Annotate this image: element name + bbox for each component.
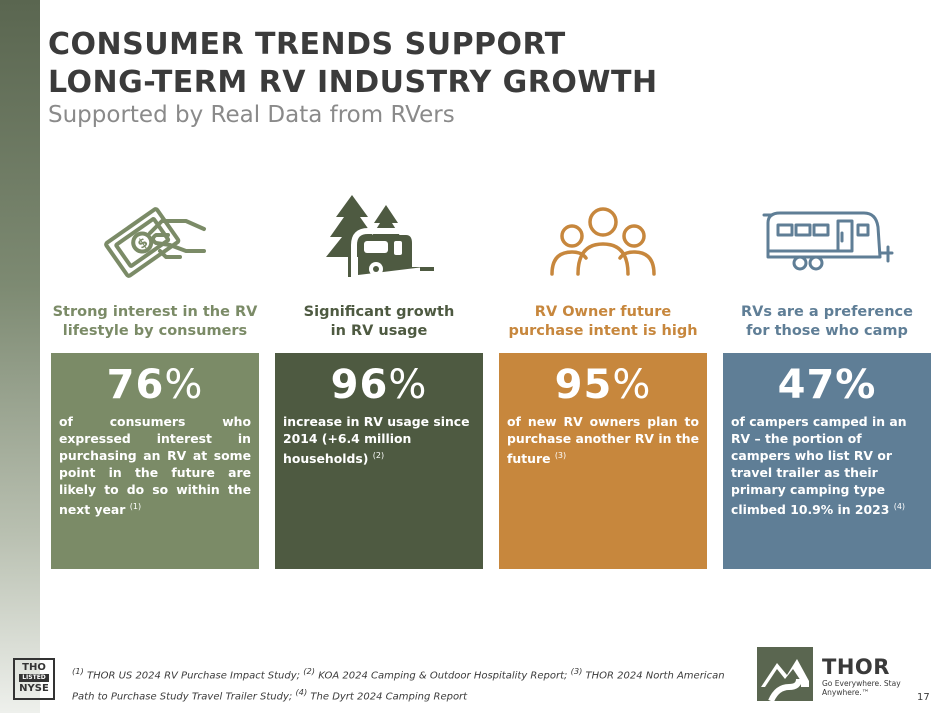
stat-column-rv-usage: Significant growth in RV usage 96% incre… xyxy=(275,195,483,569)
trees-camper-icon xyxy=(275,195,483,285)
stat-description: of consumers who expressed interest in p… xyxy=(59,414,251,518)
stat-card: 96% increase in RV usage since 2014 (+6.… xyxy=(275,353,483,569)
nyse-exchange: NYSE xyxy=(19,683,49,694)
stat-card: 95% of new RV owners plan to purchase an… xyxy=(499,353,707,569)
thor-mountain-road-logo xyxy=(757,647,813,705)
brand-tagline: Go Everywhere. Stay Anywhere.™ xyxy=(822,679,901,697)
stat-description: increase in RV usage since 2014 (+6.4 mi… xyxy=(283,414,470,467)
stat-description: of campers camped in an RV – the portion… xyxy=(731,414,907,518)
stat-description: of new RV owners plan to purchase anothe… xyxy=(507,414,699,467)
page-title: CONSUMER TRENDS SUPPORT LONG-TERM RV IND… xyxy=(48,26,658,102)
stat-value: 47% xyxy=(777,362,877,408)
stat-value: 76% xyxy=(106,362,204,408)
people-group-icon xyxy=(499,195,707,285)
stat-column-purchase-intent: RV Owner future purchase intent is high … xyxy=(499,195,707,569)
footnote-ref: (4) xyxy=(893,502,906,511)
column-heading: Strong interest in the RV lifestyle by c… xyxy=(52,304,258,339)
travel-trailer-icon xyxy=(723,195,931,285)
column-heading: RVs are a preference for those who camp xyxy=(741,304,913,339)
stat-column-camping-preference: RVs are a preference for those who camp … xyxy=(723,195,931,569)
footnotes: (1) THOR US 2024 RV Purchase Impact Stud… xyxy=(72,666,725,703)
brand-name: THOR xyxy=(822,655,890,679)
stat-value: 95% xyxy=(554,362,652,408)
stat-value: 96% xyxy=(330,362,428,408)
footnote-ref: (3) xyxy=(554,451,567,460)
footnote-ref: (1) xyxy=(129,502,142,511)
page-number: 17 xyxy=(917,692,930,703)
stat-card: 76% of consumers who expressed interest … xyxy=(51,353,259,569)
money-hand-icon: $ xyxy=(51,195,259,285)
stat-card: 47% of campers camped in an RV – the por… xyxy=(723,353,931,569)
stat-column-consumer-interest: $ Strong interest in the RV lifestyle by… xyxy=(51,195,259,569)
footnote-ref: (2) xyxy=(372,451,385,460)
nyse-ticker: THO xyxy=(22,662,46,673)
title-line-2: LONG-TERM RV INDUSTRY GROWTH xyxy=(48,65,658,100)
sidebar-gradient-bar xyxy=(0,0,40,713)
title-line-1: CONSUMER TRENDS SUPPORT xyxy=(48,27,566,62)
column-heading: Significant growth in RV usage xyxy=(303,304,455,339)
page-subtitle: Supported by Real Data from RVers xyxy=(48,102,455,128)
column-heading: RV Owner future purchase intent is high xyxy=(508,304,698,339)
nyse-listed-badge: THO LISTED NYSE xyxy=(13,658,55,700)
nyse-listed-label: LISTED xyxy=(19,674,49,682)
